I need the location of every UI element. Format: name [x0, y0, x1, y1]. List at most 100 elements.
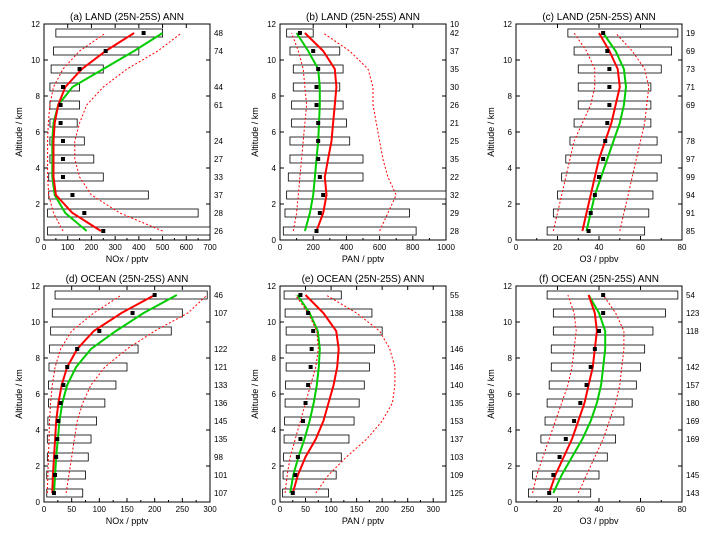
- obs-marker: [318, 175, 322, 179]
- count-label: 69: [686, 101, 695, 110]
- count-label: 137: [450, 435, 464, 444]
- obs-marker: [315, 103, 319, 107]
- count-label: 19: [686, 29, 695, 38]
- obs-marker: [603, 139, 607, 143]
- range-bar: [541, 435, 616, 443]
- count-label: 123: [686, 309, 700, 318]
- obs-marker: [551, 473, 555, 477]
- obs-marker: [304, 401, 308, 405]
- ytick-label: 4: [508, 164, 513, 173]
- ytick-label: 4: [36, 164, 41, 173]
- red-line: [549, 295, 597, 493]
- range-bar: [547, 291, 678, 299]
- range-bar: [47, 435, 91, 443]
- red-dashed-low: [47, 295, 121, 493]
- count-label: 157: [686, 381, 700, 390]
- xtick-label: 300: [108, 243, 122, 252]
- xtick-label: 40: [595, 243, 604, 252]
- obs-marker: [607, 67, 611, 71]
- ytick-label: 10: [267, 56, 276, 65]
- obs-marker: [593, 193, 597, 197]
- obs-marker: [131, 311, 135, 315]
- ytick-label: 6: [36, 390, 41, 399]
- count-label: 28: [450, 227, 459, 236]
- ytick-label: 8: [36, 92, 41, 101]
- count-label: 94: [686, 191, 695, 200]
- range-bar: [551, 363, 640, 371]
- range-bar: [56, 29, 163, 37]
- obs-marker: [318, 211, 322, 215]
- obs-marker: [607, 103, 611, 107]
- obs-marker: [607, 85, 611, 89]
- panel-title: (f) OCEAN (25N-25S) ANN: [539, 274, 659, 285]
- count-label: 71: [686, 83, 695, 92]
- count-label: 37: [214, 191, 223, 200]
- red-dashed-low: [48, 33, 106, 231]
- obs-marker: [589, 365, 593, 369]
- xtick-label: 600: [180, 243, 194, 252]
- count-label: 37: [450, 47, 459, 56]
- xtick-label: 0: [278, 505, 283, 514]
- obs-marker: [61, 85, 65, 89]
- ytick-label: 8: [272, 92, 277, 101]
- obs-marker: [309, 365, 313, 369]
- count-label: 26: [214, 227, 223, 236]
- obs-marker: [310, 347, 314, 351]
- ytick-label: 2: [36, 200, 41, 209]
- chart-e: 0501001502002503000246810121251091031371…: [244, 270, 476, 528]
- ytick-label: 8: [508, 92, 513, 101]
- obs-marker: [601, 31, 605, 35]
- count-label: 103: [450, 453, 464, 462]
- ytick-label: 6: [508, 390, 513, 399]
- range-bar: [49, 173, 104, 181]
- obs-marker: [601, 157, 605, 161]
- range-bar: [562, 173, 657, 181]
- range-bar: [533, 471, 599, 479]
- xtick-label: 600: [373, 243, 387, 252]
- obs-marker: [306, 383, 310, 387]
- xtick-label: 700: [203, 243, 217, 252]
- count-label: 145: [686, 471, 700, 480]
- count-label: 44: [214, 83, 223, 92]
- xtick-label: 300: [427, 505, 441, 514]
- obs-marker: [293, 473, 297, 477]
- range-bar: [285, 209, 409, 217]
- range-bar: [553, 209, 648, 217]
- count-label: 73: [686, 65, 695, 74]
- xtick-label: 80: [678, 243, 687, 252]
- obs-marker: [316, 139, 320, 143]
- range-bar: [286, 363, 369, 371]
- ytick-label: 4: [36, 426, 41, 435]
- count-label: 27: [214, 155, 223, 164]
- red-dashed-low: [533, 295, 577, 493]
- count-label: 118: [686, 327, 699, 336]
- xtick-label: 100: [61, 243, 75, 252]
- ytick-label: 6: [272, 128, 277, 137]
- count-label: 35: [450, 155, 459, 164]
- obs-marker: [298, 437, 302, 441]
- x-axis-label: O3 / ppbv: [579, 254, 619, 264]
- obs-marker: [52, 491, 56, 495]
- range-bar: [284, 291, 341, 299]
- obs-marker: [75, 347, 79, 351]
- obs-marker: [153, 293, 157, 297]
- count-label: 30: [450, 83, 459, 92]
- ytick-label: 12: [503, 282, 512, 291]
- obs-marker: [601, 293, 605, 297]
- red-dashed-high: [66, 295, 207, 493]
- xtick-label: 400: [340, 243, 354, 252]
- count-label: 28: [214, 209, 223, 218]
- xtick-label: 200: [85, 243, 99, 252]
- count-label: 101: [214, 471, 228, 480]
- range-bar: [286, 345, 374, 353]
- obs-marker: [315, 229, 319, 233]
- obs-marker: [59, 103, 63, 107]
- obs-marker: [53, 473, 57, 477]
- chart-grid: 0100200300400500600700024681012262837332…: [8, 8, 710, 528]
- count-label: 125: [450, 489, 464, 498]
- green-line: [297, 33, 320, 231]
- x-axis-label: PAN / pptv: [342, 516, 385, 526]
- xtick-label: 0: [514, 505, 519, 514]
- obs-marker: [298, 293, 302, 297]
- count-label: 55: [450, 291, 459, 300]
